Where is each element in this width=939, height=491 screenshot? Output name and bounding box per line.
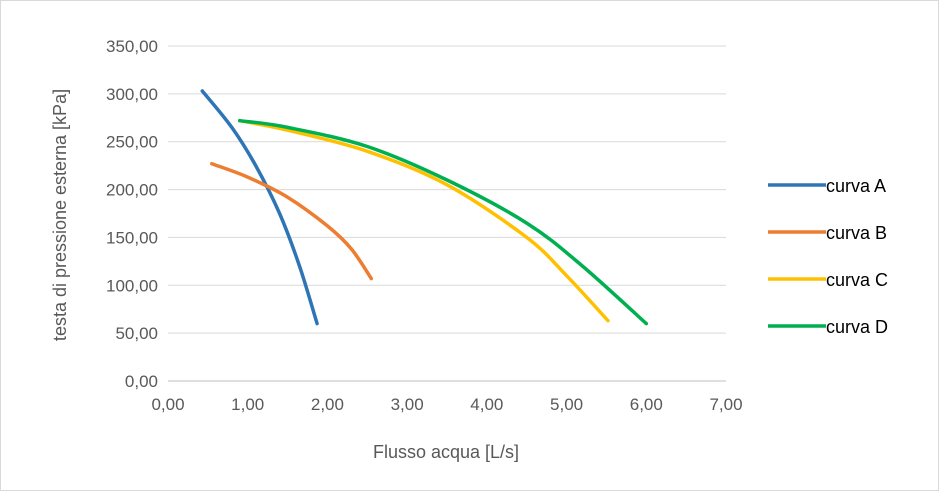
series-line-curva-d [237,118,649,326]
series-line-curva-a [200,89,319,326]
x-tick-label: 6,00 [630,395,663,414]
legend-label-curva-b: curva B [826,223,887,243]
x-tick-label: 3,00 [391,395,424,414]
y-tick-label: 0,00 [125,372,158,391]
y-tick-label: 50,00 [115,324,158,343]
series-line-curva-b [210,161,374,281]
x-tick-label: 1,00 [231,395,264,414]
legend-label-curva-a: curva A [826,176,886,196]
gridlines [168,45,726,382]
x-tick-label: 2,00 [311,395,344,414]
series-line-curva-c [237,118,610,323]
y-tick-label: 250,00 [106,133,158,152]
legend: curva A curva B curva C curva D [768,176,888,337]
y-tick-label: 350,00 [106,37,158,56]
x-tick-label: 4,00 [470,395,503,414]
legend-label-curva-c: curva C [826,270,888,290]
x-tick-label: 5,00 [550,395,583,414]
x-tick-label: 7,00 [709,395,742,414]
legend-label-curva-d: curva D [826,317,888,337]
y-tick-label: 150,00 [106,228,158,247]
y-axis-ticks: 0,00 50,00 100,00 150,00 200,00 250,00 300,00 3… [106,37,158,391]
y-axis-title: testa di pressione esterna [kPa] [50,89,70,341]
y-tick-label: 100,00 [106,276,158,295]
x-axis-ticks: 0,00 1,00 2,00 3,00 4,00 5,00 6,00 7,00 [151,395,742,414]
y-tick-label: 300,00 [106,85,158,104]
x-tick-label: 0,00 [151,395,184,414]
y-tick-label: 200,00 [106,181,158,200]
x-axis-title: Flusso acqua [L/s] [373,442,519,462]
series-lines [200,89,649,326]
